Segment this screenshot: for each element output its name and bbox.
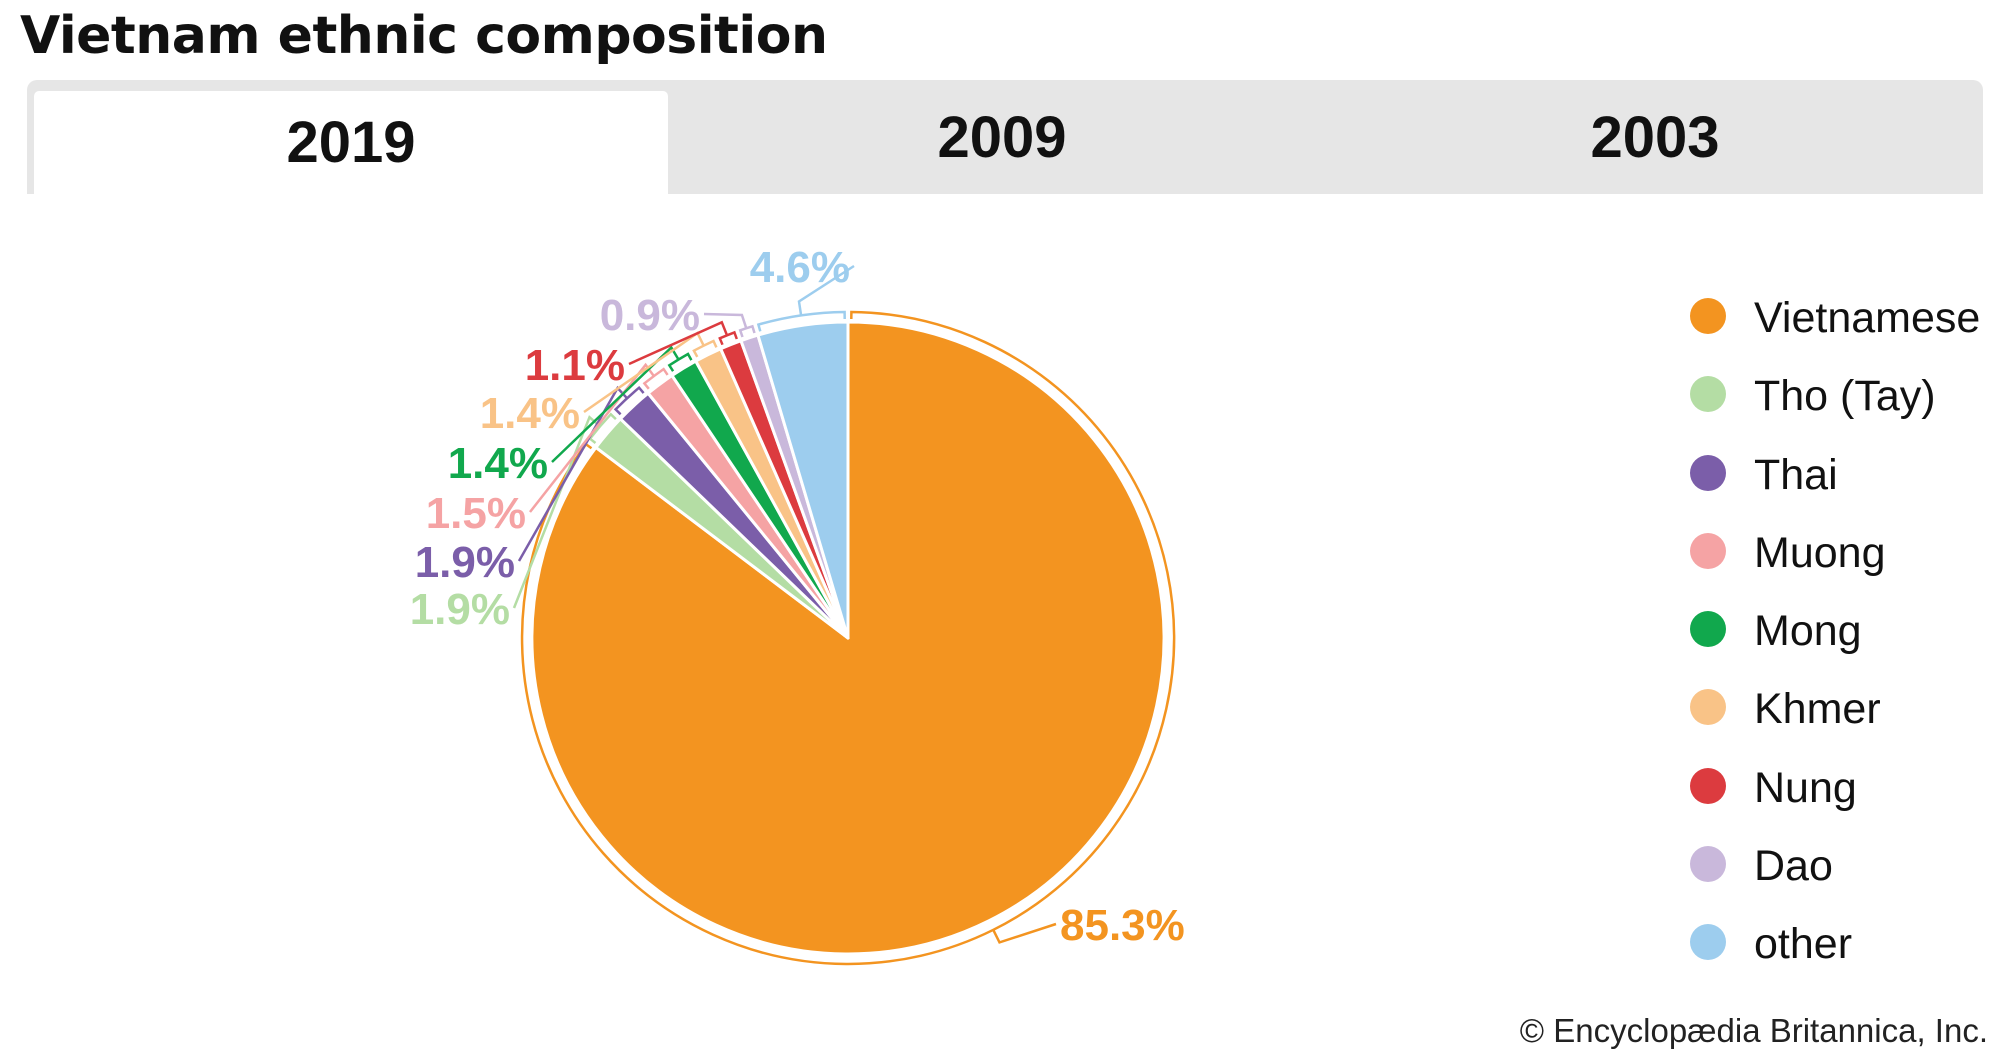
legend-swatch <box>1690 532 1726 569</box>
legend-label: Khmer <box>1754 685 1881 734</box>
legend-swatch <box>1690 689 1726 726</box>
legend-label: Muong <box>1754 528 1886 577</box>
legend-label: other <box>1754 920 1853 969</box>
leader-line-other <box>797 264 855 316</box>
legend-label: Nung <box>1754 763 1857 812</box>
year-tab-bar: 2019 2009 2003 <box>27 80 1983 194</box>
leader-line-nung <box>628 320 729 366</box>
legend-label: Vietnamese <box>1754 294 1981 342</box>
leader-line-vietnamese <box>992 922 1057 944</box>
pie-slice-other <box>756 320 850 640</box>
leader-line-mong <box>551 345 680 463</box>
legend-label: Mong <box>1754 607 1862 656</box>
slice-label-thai: 1.9% <box>415 538 515 587</box>
legend-label: Thai <box>1754 450 1838 499</box>
leader-bracket-vietnamese <box>520 310 1176 966</box>
slice-label-tho-tay: 1.9% <box>410 585 510 634</box>
pie-slice-vietnamese <box>530 320 1166 956</box>
legend-swatch <box>1690 846 1726 883</box>
slice-label-dao: 0.9% <box>600 291 700 340</box>
slice-labels: 85.3%1.9%1.9%1.5%1.4%1.4%1.1%0.9%4.6% <box>410 243 1185 950</box>
legend-swatch <box>1690 924 1726 961</box>
slice-label-mong: 1.4% <box>448 439 548 488</box>
legend-label: Dao <box>1754 842 1833 891</box>
legend-swatch <box>1690 767 1726 804</box>
chart-title: Vietnam ethnic composition <box>20 6 828 66</box>
leader-bracket-other <box>756 310 846 332</box>
label-leader-lines <box>512 264 1176 966</box>
tab-2003[interactable]: 2003 <box>1590 104 1720 170</box>
slice-label-vietnamese: 85.3% <box>1060 901 1185 950</box>
legend-swatch <box>1690 611 1726 648</box>
tab-2019[interactable]: 2019 <box>31 88 671 194</box>
legend-swatch <box>1690 298 1726 334</box>
legend-label: Tho (Tay) <box>1754 372 1936 421</box>
slice-label-other: 4.6% <box>750 243 850 292</box>
pie-slices <box>530 320 1166 956</box>
legend-swatch <box>1690 376 1726 413</box>
slice-label-muong: 1.5% <box>426 489 526 538</box>
leader-line-muong <box>529 362 655 513</box>
slice-label-nung: 1.1% <box>525 341 625 390</box>
leader-line-dao <box>703 312 748 329</box>
legend-swatch <box>1690 454 1726 491</box>
slice-label-khmer: 1.4% <box>480 389 580 438</box>
leader-bracket-mong <box>667 352 693 372</box>
copyright-notice: © Encyclopædia Britannica, Inc. <box>1519 1012 1988 1049</box>
tab-2009[interactable]: 2009 <box>937 104 1067 170</box>
